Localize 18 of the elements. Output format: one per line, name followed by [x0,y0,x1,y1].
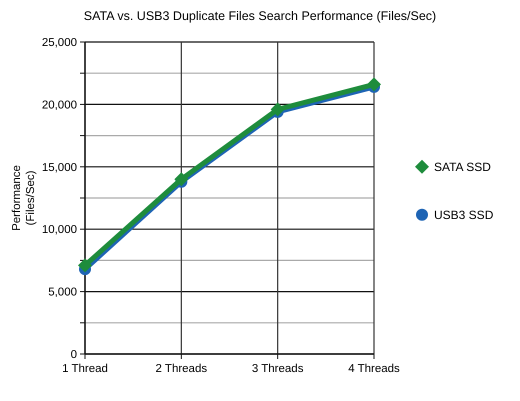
y-tick-label: 0 [70,349,77,362]
point [270,102,285,116]
x-tick-label: 1 Thread [62,363,108,375]
legend-label: SATA SSD [434,160,492,174]
y-tick-label: 25,000 [42,37,77,50]
x-tick-label: 3 Threads [252,363,304,375]
y-tick-label: 10,000 [42,224,77,236]
x-tick-label: 4 Threads [348,363,400,375]
chart-title: SATA vs. USB3 Duplicate Files Search Performance (Files/Sec) [84,9,436,23]
point [174,172,188,186]
legend-label: USB3 SSD [434,208,494,222]
point [367,77,381,92]
point [78,258,92,272]
y-tick-label: 5,000 [48,286,77,299]
y-tick-label: 20,000 [42,99,77,112]
x-tick-label: 2 Threads [156,363,208,375]
y-axis-title: Performance (Files/Sec) [11,165,37,231]
y-tick-label: 15,000 [42,162,77,174]
